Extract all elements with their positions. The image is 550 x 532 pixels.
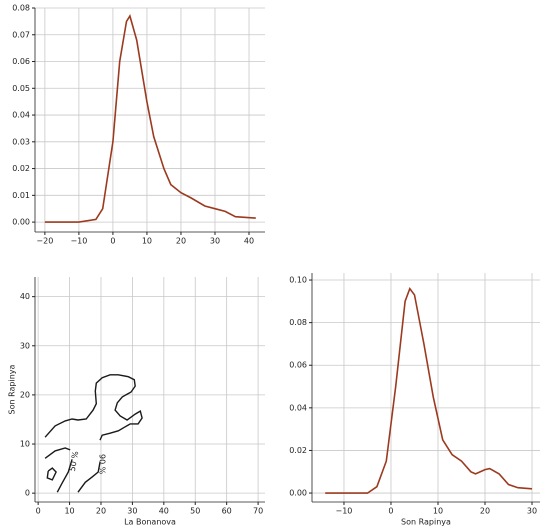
y-tick-label: 0.02 — [12, 164, 30, 173]
y-tick-label: 0.06 — [12, 57, 30, 66]
y-tick-label: 0.00 — [289, 489, 307, 498]
x-tick-label: −20 — [36, 237, 53, 246]
x-axis-label: Son Rapinya — [401, 518, 451, 527]
x-tick-label: 20 — [96, 507, 106, 516]
y-tick-label: 0.05 — [12, 84, 30, 93]
y-tick-label: 0.04 — [289, 403, 307, 412]
y-tick-label: 0.10 — [289, 276, 307, 285]
y-tick-label: 0.04 — [12, 111, 30, 120]
x-tick-label: 40 — [244, 237, 254, 246]
x-tick-label: 40 — [159, 507, 169, 516]
y-tick-label: 0 — [25, 489, 30, 498]
x-tick-label: 0 — [36, 507, 41, 516]
x-tick-label: 20 — [480, 507, 490, 516]
contour-line — [44, 374, 143, 441]
x-tick-label: 30 — [127, 507, 137, 516]
y-tick-label: 0.00 — [12, 218, 30, 227]
x-tick-label: 20 — [176, 237, 186, 246]
x-tick-label: 70 — [253, 507, 263, 516]
y-tick-label: 0.01 — [12, 191, 30, 200]
x-tick-label: 10 — [433, 507, 443, 516]
y-tick-label: 0.03 — [12, 137, 30, 146]
y-tick-label: 0.07 — [12, 30, 30, 39]
x-tick-label: 50 — [190, 507, 200, 516]
y-tick-label: 0.08 — [289, 318, 307, 327]
y-tick-label: 20 — [20, 390, 30, 399]
x-tick-label: 30 — [527, 507, 537, 516]
x-tick-label: 10 — [64, 507, 74, 516]
contour-line — [46, 467, 57, 481]
x-tick-label: −10 — [336, 507, 353, 516]
contour-line — [77, 462, 101, 493]
x-axis-label: La Bonanova — [124, 518, 176, 527]
y-tick-label: 30 — [20, 341, 30, 350]
y-tick-label: 0.08 — [12, 4, 30, 13]
x-tick-label: −10 — [70, 237, 87, 246]
contour-line — [44, 447, 71, 459]
x-tick-label: 0 — [388, 507, 393, 516]
x-tick-label: 0 — [110, 237, 115, 246]
y-tick-label: 0.02 — [289, 446, 307, 455]
density-curve — [325, 286, 533, 494]
contour-line — [56, 459, 73, 493]
density-curve — [44, 14, 256, 223]
contour-label: 90 % — [98, 454, 107, 475]
y-axis-label: Son Rapinya — [8, 364, 17, 414]
x-tick-label: 60 — [222, 507, 232, 516]
contour-label: 50 % — [68, 450, 80, 472]
y-tick-label: 40 — [20, 292, 30, 301]
y-tick-label: 0.06 — [289, 361, 307, 370]
y-tick-label: 10 — [20, 440, 30, 449]
x-tick-label: 10 — [142, 237, 152, 246]
x-tick-label: 30 — [210, 237, 220, 246]
